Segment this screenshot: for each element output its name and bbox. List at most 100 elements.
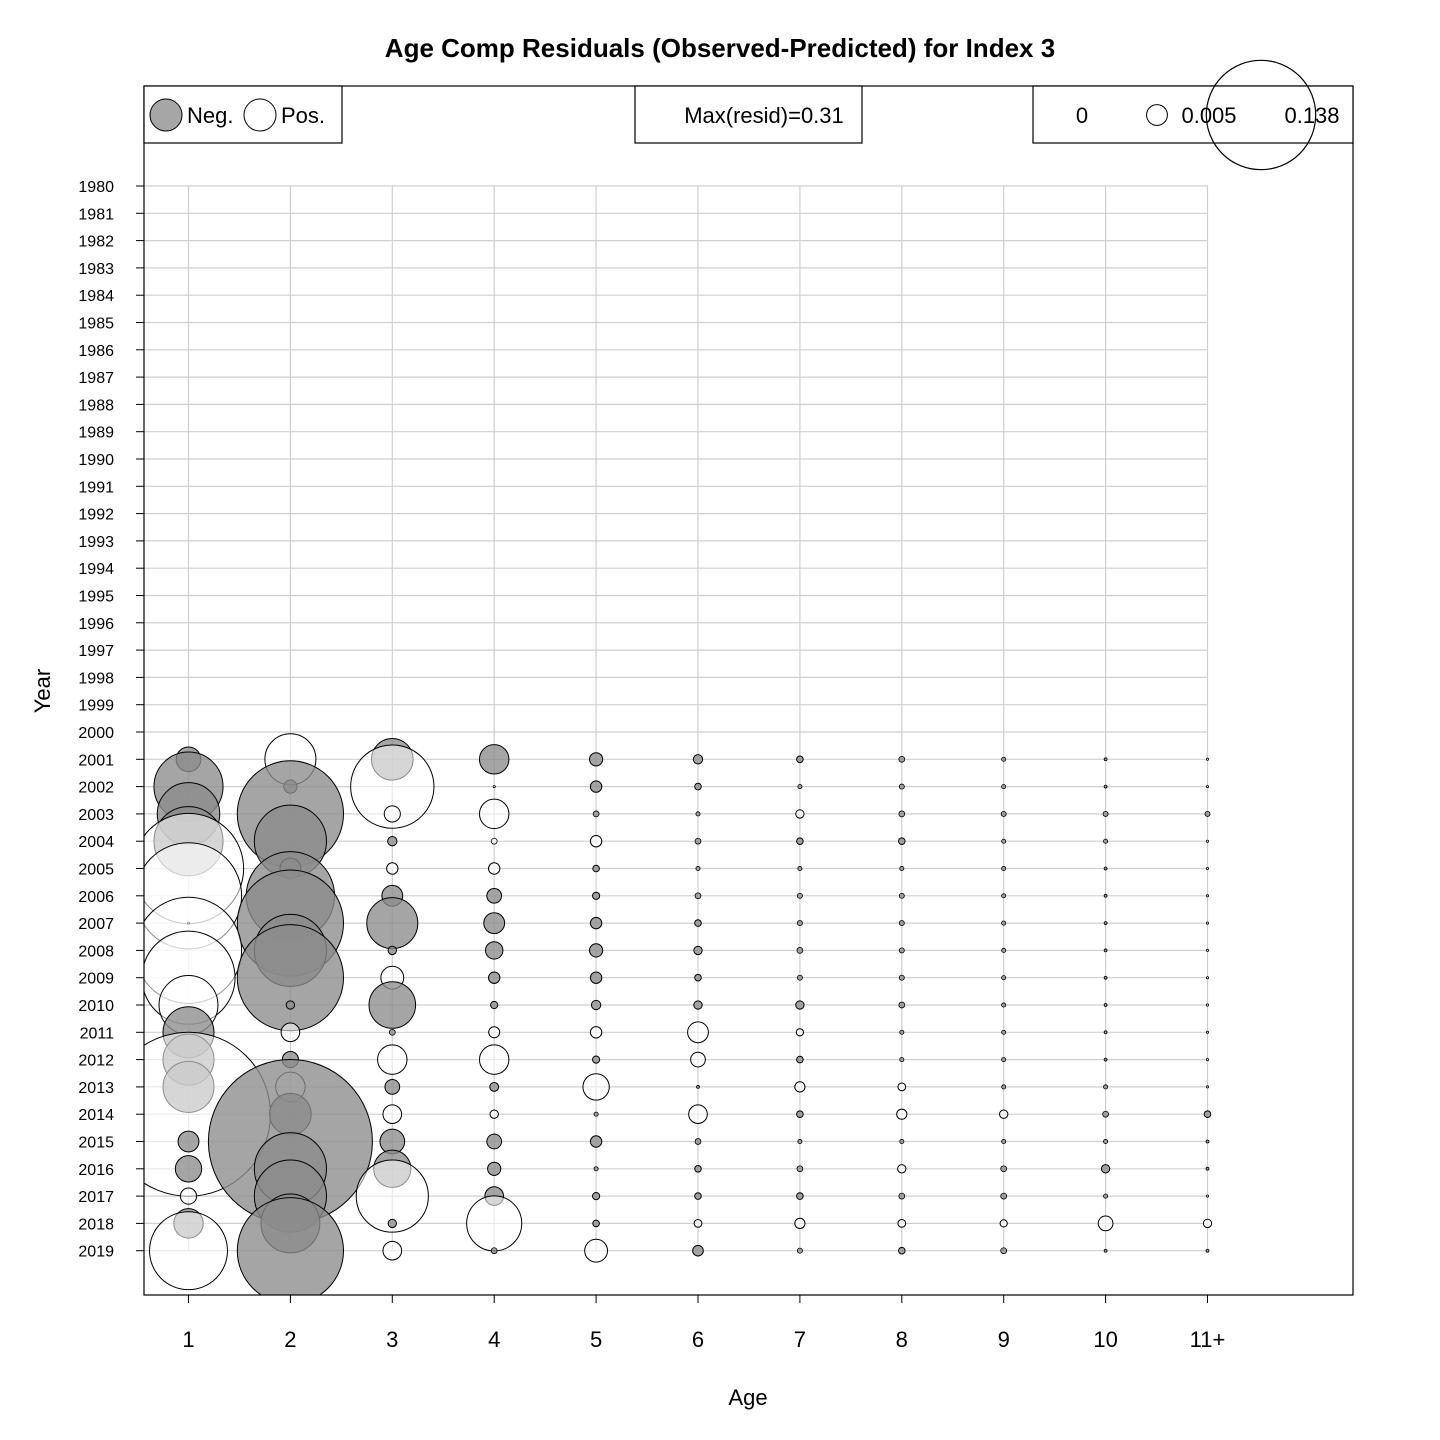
- residual-bubble: [797, 947, 803, 953]
- legend-sign: Neg. Pos.: [144, 86, 342, 143]
- residual-bubble: [797, 893, 802, 898]
- residual-bubble: [489, 1027, 500, 1038]
- residual-bubble: [695, 893, 701, 899]
- y-tick-label: 2002: [78, 780, 114, 797]
- residual-bubble: [797, 1056, 804, 1063]
- y-tick-label: 1999: [78, 698, 114, 715]
- residual-bubble: [387, 863, 398, 874]
- residual-bubble: [590, 1027, 601, 1038]
- residual-bubble: [1001, 1248, 1007, 1254]
- residual-bubble: [1000, 1110, 1008, 1118]
- residual-bubble: [897, 1109, 907, 1119]
- residual-bubble: [693, 755, 702, 764]
- residual-bubble: [795, 1218, 805, 1228]
- x-tick-label: 2: [284, 1327, 296, 1352]
- residual-bubble: [900, 866, 904, 870]
- x-tick-label: 1: [182, 1327, 194, 1352]
- residual-bubble: [590, 972, 601, 983]
- residual-bubble: [1104, 922, 1107, 925]
- residual-bubble: [1206, 1059, 1208, 1061]
- residual-bubble: [1002, 894, 1006, 898]
- residual-bubble: [388, 1219, 396, 1227]
- residual-bubble: [796, 1001, 804, 1009]
- x-tick-label: 6: [692, 1327, 704, 1352]
- y-tick-label: 2003: [78, 807, 114, 824]
- residual-bubble: [594, 1167, 598, 1171]
- residual-bubble: [591, 1000, 600, 1009]
- x-tick-label: 7: [794, 1327, 806, 1352]
- residual-bubble: [1002, 921, 1006, 925]
- residual-bubble: [369, 982, 416, 1029]
- residual-bubble: [485, 942, 502, 959]
- residual-bubble: [898, 1165, 906, 1173]
- y-tick-label: 2017: [78, 1189, 114, 1206]
- residual-bubble: [484, 913, 505, 934]
- residual-bubble: [696, 866, 700, 870]
- residual-bubble: [797, 1111, 804, 1118]
- y-tick-label: 2000: [78, 725, 114, 742]
- y-tick-label: 2001: [78, 752, 114, 769]
- residual-bubble: [490, 1110, 498, 1118]
- residual-bubble: [900, 1058, 904, 1062]
- residual-bubble: [1002, 866, 1006, 870]
- residual-bubble: [1002, 1003, 1006, 1007]
- residual-bubble: [1104, 1194, 1108, 1198]
- y-tick-label: 2010: [78, 998, 114, 1015]
- residual-bubble: [899, 975, 904, 980]
- residual-bubble: [1206, 1031, 1208, 1033]
- residual-bubble: [367, 898, 418, 949]
- y-tick-label: 1990: [78, 452, 114, 469]
- residual-bubble: [1206, 786, 1208, 788]
- y-tick-label: 2008: [78, 943, 114, 960]
- y-tick-label: 2013: [78, 1080, 114, 1097]
- y-tick-label: 2016: [78, 1162, 114, 1179]
- y-tick-label: 2012: [78, 1053, 114, 1070]
- residual-bubble: [593, 811, 599, 817]
- y-tick-label: 2011: [80, 1025, 115, 1042]
- residual-bubble: [590, 781, 601, 792]
- residual-bubble: [695, 920, 702, 927]
- y-tick-label: 2005: [78, 862, 114, 879]
- residual-bubble: [489, 972, 500, 983]
- y-tick-label: 1994: [78, 561, 114, 578]
- residual-bubble: [796, 810, 804, 818]
- residual-bubble: [487, 1134, 502, 1149]
- residual-bubble: [1206, 1140, 1209, 1143]
- bubble-layer: [107, 734, 1212, 1304]
- residual-bubble: [593, 1220, 600, 1227]
- residual-bubble: [1104, 1139, 1108, 1143]
- y-tick-label: 1992: [78, 507, 114, 524]
- residual-bubble: [1002, 757, 1006, 761]
- residual-bubble: [489, 863, 500, 874]
- y-tick-label: 2019: [78, 1244, 114, 1261]
- residual-bubble: [695, 1139, 701, 1145]
- residual-bubble: [1206, 895, 1208, 897]
- residual-bubble: [900, 1139, 904, 1143]
- residual-bubble: [899, 921, 904, 926]
- legend-size-label-2: 0.138: [1284, 103, 1339, 128]
- y-tick-label: 1980: [78, 179, 114, 196]
- residual-bubble: [281, 1023, 300, 1042]
- legend-pos-symbol: [244, 99, 276, 131]
- y-tick-label: 1997: [78, 643, 114, 660]
- residual-bubble: [1203, 1219, 1211, 1227]
- residual-bubble: [479, 745, 508, 774]
- y-tick-label: 2009: [78, 971, 114, 988]
- residual-bubble: [592, 892, 599, 899]
- legend-neg-symbol: [150, 99, 182, 131]
- residual-bubble: [590, 753, 603, 766]
- residual-bubble: [1001, 811, 1006, 816]
- residual-bubble: [688, 1022, 709, 1043]
- residual-bubble: [1206, 1167, 1209, 1170]
- residual-bubble: [590, 917, 601, 928]
- residual-bubble: [1098, 1216, 1113, 1231]
- x-tick-label: 3: [386, 1327, 398, 1352]
- residual-bubble: [697, 1085, 700, 1088]
- residual-bubble: [1001, 1166, 1007, 1172]
- y-tick-label: 1981: [78, 206, 114, 223]
- residual-bubble: [694, 1220, 702, 1228]
- y-tick-label: 2018: [78, 1216, 114, 1233]
- residual-bubble: [796, 1029, 803, 1036]
- residual-bubble: [1000, 1220, 1007, 1227]
- residual-bubble: [1104, 1085, 1108, 1089]
